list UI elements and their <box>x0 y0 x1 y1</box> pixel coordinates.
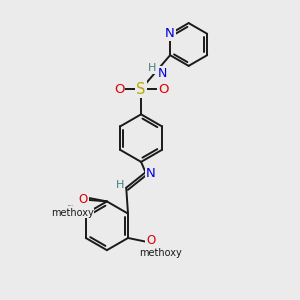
Text: N: N <box>165 27 175 40</box>
Text: methoxy: methoxy <box>73 203 80 204</box>
Text: O: O <box>146 235 155 248</box>
Text: methoxy: methoxy <box>68 204 74 206</box>
Text: methoxy: methoxy <box>70 206 76 207</box>
Text: N: N <box>158 67 167 80</box>
Text: methoxy: methoxy <box>51 208 94 218</box>
Text: O: O <box>114 82 124 96</box>
Text: methoxy: methoxy <box>139 248 182 258</box>
Text: H: H <box>148 63 156 73</box>
Text: O: O <box>158 82 168 96</box>
Text: H: H <box>116 180 124 190</box>
Text: O: O <box>79 193 88 206</box>
Text: O: O <box>79 191 88 204</box>
Text: S: S <box>136 82 146 97</box>
Text: N: N <box>146 167 156 180</box>
